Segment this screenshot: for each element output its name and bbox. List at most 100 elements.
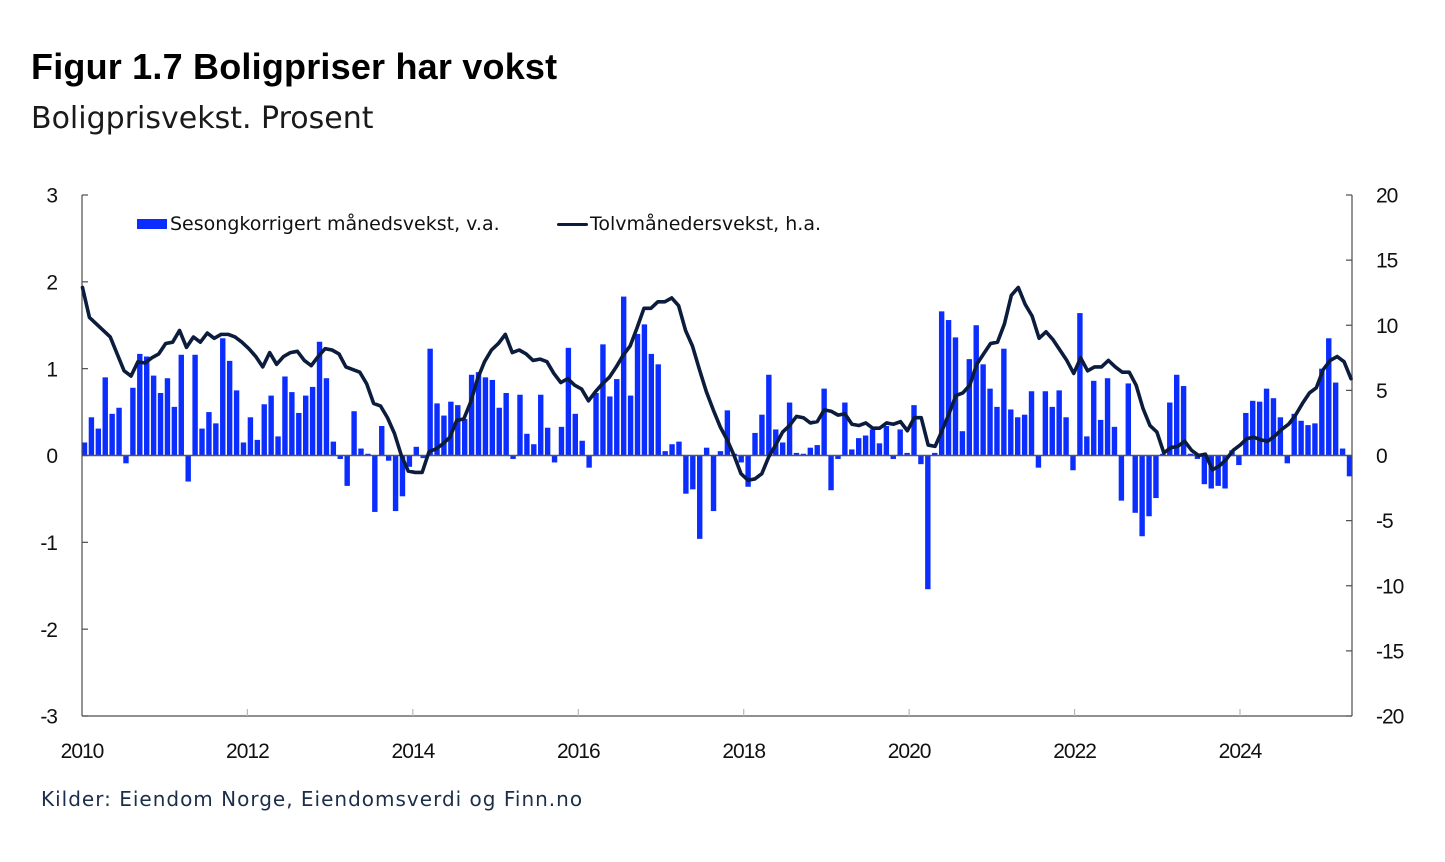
bar (206, 412, 212, 456)
bar (1125, 383, 1131, 456)
bar (918, 455, 924, 465)
bar (233, 390, 240, 456)
y-right-tick-label: -15 (1376, 641, 1404, 664)
bar (662, 451, 668, 456)
bar (385, 455, 392, 461)
bar (745, 455, 751, 487)
bar (938, 311, 945, 456)
bar (296, 412, 302, 456)
bar (420, 455, 426, 459)
bar (1243, 412, 1249, 456)
bar (130, 387, 136, 456)
bar (697, 455, 703, 539)
bar (1021, 414, 1028, 456)
bar (178, 354, 184, 456)
bar (330, 441, 337, 456)
bar (275, 436, 281, 456)
bar (904, 452, 910, 456)
bar (358, 448, 364, 456)
bar (655, 364, 661, 456)
bar (489, 379, 496, 456)
bar (945, 320, 952, 456)
bar (807, 447, 814, 456)
bar (779, 442, 786, 456)
bar (800, 453, 807, 456)
bar (468, 374, 475, 456)
bar (1132, 455, 1138, 513)
bar (862, 435, 869, 456)
bar (220, 338, 226, 456)
bar (1332, 382, 1339, 456)
bar (199, 428, 205, 456)
bar (890, 455, 896, 459)
y-right-tick-label: -5 (1376, 510, 1393, 533)
bar (828, 455, 834, 491)
bar (406, 455, 413, 467)
bar (1153, 455, 1159, 499)
y-right-tick-label: -10 (1376, 575, 1404, 598)
bar (1270, 398, 1277, 456)
bar (738, 455, 744, 463)
bar (1084, 436, 1090, 456)
bar (81, 442, 88, 456)
bar (544, 427, 551, 456)
bar (531, 444, 537, 456)
bar (724, 410, 731, 456)
bar (1222, 455, 1228, 489)
bar (821, 388, 827, 456)
bar (448, 401, 454, 456)
bar (1346, 455, 1353, 477)
bar (88, 417, 95, 456)
bar (185, 455, 191, 482)
bar (1201, 455, 1208, 485)
bar (164, 378, 171, 456)
bar (399, 455, 406, 497)
bar (1319, 368, 1325, 456)
bar (856, 438, 862, 456)
bar (1146, 455, 1152, 517)
bar (683, 455, 689, 494)
bar (1339, 448, 1346, 456)
bar (1008, 409, 1014, 456)
bar (1305, 425, 1311, 456)
y-right-tick-label: 15 (1376, 250, 1398, 273)
bar (1215, 455, 1221, 486)
bar (1035, 455, 1042, 468)
line-twelve-month-growth (80, 285, 1353, 483)
bar (1326, 338, 1332, 456)
bar (1277, 417, 1284, 456)
bar (627, 395, 634, 456)
bar (752, 432, 758, 456)
bar (344, 455, 350, 486)
bar-series-group (81, 296, 1353, 590)
y-right-tick-label: 0 (1376, 445, 1387, 468)
bar (226, 360, 233, 456)
bar (1194, 455, 1201, 459)
bar (710, 455, 717, 512)
bar (648, 353, 655, 456)
bar (1104, 378, 1111, 456)
bar (441, 415, 447, 456)
bar (427, 348, 433, 456)
y-left-tick-label: -3 (40, 706, 57, 729)
bar (392, 455, 399, 512)
bar (538, 394, 544, 456)
bar (171, 406, 178, 456)
bar (558, 426, 565, 456)
y-right-tick-label: -20 (1376, 706, 1404, 729)
bar (351, 411, 357, 456)
bar (620, 296, 627, 456)
bar (413, 446, 419, 456)
y-left-tick-label: -1 (40, 532, 57, 555)
bar (607, 396, 613, 456)
bar (150, 375, 157, 456)
legend-swatch-bar-icon (137, 219, 167, 229)
bar (282, 376, 288, 456)
bar (925, 455, 931, 590)
bar (455, 405, 461, 456)
bar (503, 392, 509, 456)
y-right-tick-label: 20 (1376, 185, 1398, 208)
bar (786, 402, 793, 456)
